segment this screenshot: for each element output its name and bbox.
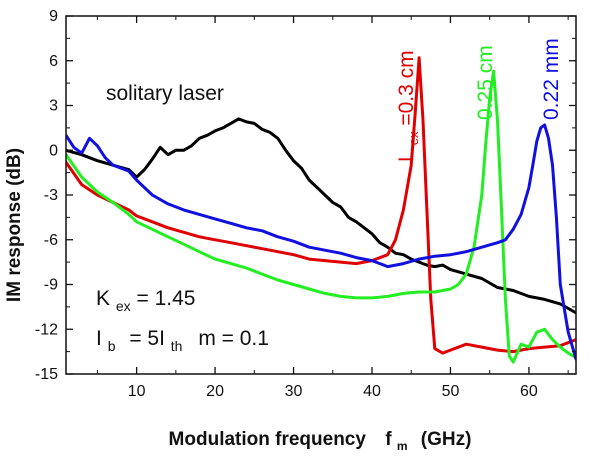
ith-sub: th: [171, 338, 183, 354]
y-tick-label: -12: [35, 321, 58, 338]
y-tick-label: 3: [49, 98, 58, 115]
blue-label: 0.22 mm: [540, 38, 563, 120]
lex-sub: ex: [406, 131, 421, 145]
tick-layer: 10 20 30 40 50 60 -15 -12 -9 -6 -3 0 3 6 9: [35, 8, 576, 400]
series-line-black: [66, 117, 576, 315]
y-tick-label: 0: [49, 142, 58, 159]
x-axis-title: Modulation frequency f m (GHz): [169, 429, 472, 455]
ib-label: I b = 5I th m = 0.1: [96, 327, 269, 356]
x-tick-label: 60: [520, 383, 538, 400]
green-label: 0.25 cm: [474, 45, 497, 120]
x-tick-label: 40: [363, 383, 381, 400]
kex-value: = 1.45: [137, 287, 196, 310]
x-axis-unit: (GHz): [421, 429, 472, 450]
x-axis-symbol: f: [385, 429, 392, 450]
lex-value: =0.3 cm: [395, 50, 418, 125]
y-tick-label: -6: [44, 232, 58, 249]
ib-mid: = 5I: [129, 327, 165, 350]
kex-sub: ex: [116, 298, 131, 314]
x-tick-label: 10: [128, 383, 146, 400]
kex-label: K ex = 1.45: [96, 287, 195, 316]
lex-label: L ex =0.3 cm: [395, 50, 423, 162]
x-axis-title-text: Modulation frequency: [169, 429, 367, 450]
y-tick-label: 9: [49, 8, 58, 25]
x-tick-label: 50: [442, 383, 460, 400]
y-tick-label: -15: [35, 366, 58, 383]
series-line-blue: [66, 123, 576, 361]
ib-prefix: I: [96, 327, 102, 350]
x-axis-symbol-sub: m: [397, 439, 408, 453]
y-tick-label: 6: [49, 53, 58, 70]
solitary-laser-label: solitary laser: [106, 82, 224, 105]
series-layer: [66, 56, 576, 364]
kex-prefix: K: [96, 287, 110, 310]
lex-prefix: L: [395, 151, 418, 162]
y-tick-label: -3: [44, 187, 58, 204]
ib-sub: b: [108, 338, 116, 354]
y-axis-title: IM response (dB): [4, 148, 25, 302]
y-tick-label: -9: [44, 277, 58, 294]
series-line-green: [66, 69, 576, 364]
x-tick-label: 20: [206, 383, 224, 400]
m-text: m = 0.1: [198, 327, 269, 350]
x-tick-label: 30: [285, 383, 303, 400]
